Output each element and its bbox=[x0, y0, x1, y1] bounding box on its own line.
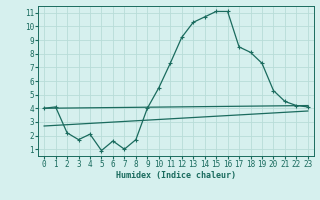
X-axis label: Humidex (Indice chaleur): Humidex (Indice chaleur) bbox=[116, 171, 236, 180]
